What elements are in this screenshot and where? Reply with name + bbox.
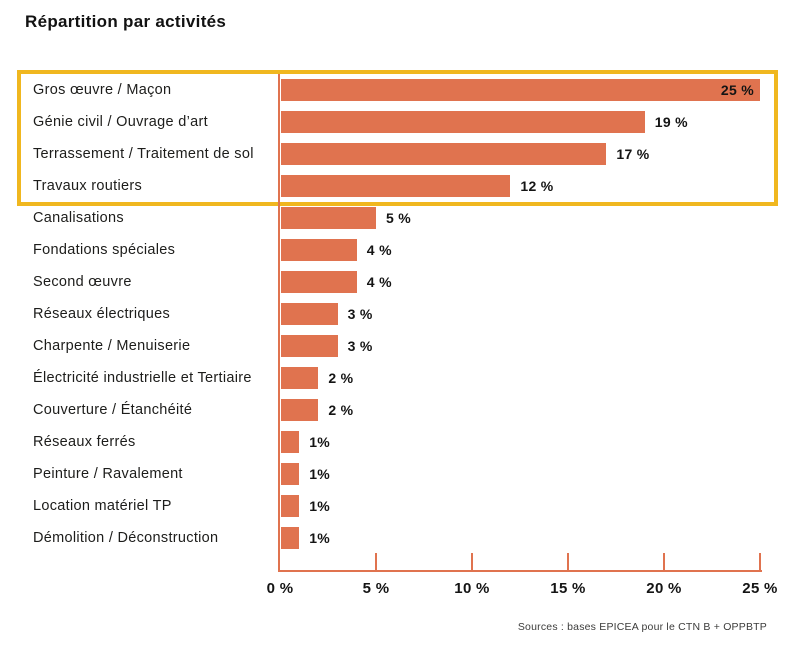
value-label: 2 % bbox=[328, 370, 354, 386]
bar bbox=[281, 527, 300, 549]
value-label: 3 % bbox=[347, 338, 373, 354]
category-label: Travaux routiers bbox=[33, 178, 143, 194]
chart-row: Gros œuvre / Maçon 25 % bbox=[0, 74, 800, 106]
bar bbox=[281, 463, 300, 485]
category-label: Fondations spéciales bbox=[33, 242, 176, 258]
category-label: Second œuvre bbox=[33, 274, 132, 290]
bar bbox=[281, 367, 319, 389]
x-axis-tick-label: 15 % bbox=[550, 580, 586, 597]
x-axis-tick-label: 10 % bbox=[454, 580, 490, 597]
chart-row: Location matériel TP 1% bbox=[0, 490, 800, 522]
value-label: 1% bbox=[309, 466, 331, 482]
x-axis-tick-label: 5 % bbox=[362, 580, 390, 597]
bar bbox=[281, 399, 319, 421]
chart-row: Démolition / Déconstruction 1% bbox=[0, 522, 800, 554]
chart-row: Réseaux électriques 3 % bbox=[0, 298, 800, 330]
chart-row: Couverture / Étanchéité 2 % bbox=[0, 394, 800, 426]
bar bbox=[281, 335, 338, 357]
bar bbox=[281, 175, 511, 197]
x-axis-tick-label: 0 % bbox=[266, 580, 294, 597]
bar bbox=[281, 207, 376, 229]
category-label: Location matériel TP bbox=[33, 498, 172, 514]
value-label: 2 % bbox=[328, 402, 354, 418]
x-axis-tick bbox=[567, 553, 569, 570]
value-label: 5 % bbox=[386, 210, 412, 226]
bar bbox=[281, 79, 760, 101]
category-label: Réseaux ferrés bbox=[33, 434, 136, 450]
bar bbox=[281, 495, 300, 517]
value-label: 12 % bbox=[520, 178, 554, 194]
x-axis-tick bbox=[375, 553, 377, 570]
category-label: Terrassement / Traitement de sol bbox=[33, 146, 254, 162]
chart-row: Réseaux ferrés 1% bbox=[0, 426, 800, 458]
y-axis-line bbox=[278, 74, 280, 572]
chart-row: Génie civil / Ouvrage d’art 19 % bbox=[0, 106, 800, 138]
bar bbox=[281, 303, 338, 325]
category-label: Électricité industrielle et Tertiaire bbox=[33, 370, 252, 386]
x-axis-tick-label: 20 % bbox=[646, 580, 682, 597]
x-axis-tick-label: 25 % bbox=[742, 580, 778, 597]
chart-row: Terrassement / Traitement de sol 17 % bbox=[0, 138, 800, 170]
bar bbox=[281, 431, 300, 453]
chart-title: Répartition par activités bbox=[25, 12, 227, 31]
category-label: Charpente / Menuiserie bbox=[33, 338, 191, 354]
x-axis-tick bbox=[759, 553, 761, 570]
source-note: Sources : bases EPICEA pour le CTN B + O… bbox=[517, 621, 767, 633]
chart-row: Peinture / Ravalement 1% bbox=[0, 458, 800, 490]
value-label: 4 % bbox=[366, 274, 392, 290]
category-label: Canalisations bbox=[33, 210, 124, 226]
chart-row: Canalisations 5 % bbox=[0, 202, 800, 234]
bar bbox=[281, 143, 607, 165]
x-axis-line bbox=[278, 570, 762, 572]
value-label: 3 % bbox=[347, 306, 373, 322]
category-label: Réseaux électriques bbox=[33, 306, 171, 322]
value-label: 17 % bbox=[616, 146, 650, 162]
bar bbox=[281, 271, 357, 293]
value-label: 19 % bbox=[654, 114, 688, 130]
chart-rows: Gros œuvre / Maçon 25 % Génie civil / Ouvr… bbox=[0, 74, 800, 554]
value-label: 1% bbox=[309, 498, 331, 514]
x-axis-tick bbox=[471, 553, 473, 570]
bar bbox=[281, 239, 357, 261]
value-label: 1% bbox=[309, 530, 331, 546]
category-label: Couverture / Étanchéité bbox=[33, 402, 193, 418]
chart-row: Fondations spéciales 4 % bbox=[0, 234, 800, 266]
value-label: 1% bbox=[309, 434, 331, 450]
chart-row: Charpente / Menuiserie 3 % bbox=[0, 330, 800, 362]
chart-row: Électricité industrielle et Tertiaire 2 % bbox=[0, 362, 800, 394]
x-axis-tick bbox=[663, 553, 665, 570]
chart-row: Travaux routiers 12 % bbox=[0, 170, 800, 202]
category-label: Démolition / Déconstruction bbox=[33, 530, 219, 546]
category-label: Génie civil / Ouvrage d’art bbox=[33, 114, 208, 130]
bar bbox=[281, 111, 645, 133]
category-label: Gros œuvre / Maçon bbox=[33, 82, 172, 98]
chart-row: Second œuvre 4 % bbox=[0, 266, 800, 298]
value-label: 25 % bbox=[720, 82, 754, 98]
category-label: Peinture / Ravalement bbox=[33, 466, 183, 482]
value-label: 4 % bbox=[366, 242, 392, 258]
